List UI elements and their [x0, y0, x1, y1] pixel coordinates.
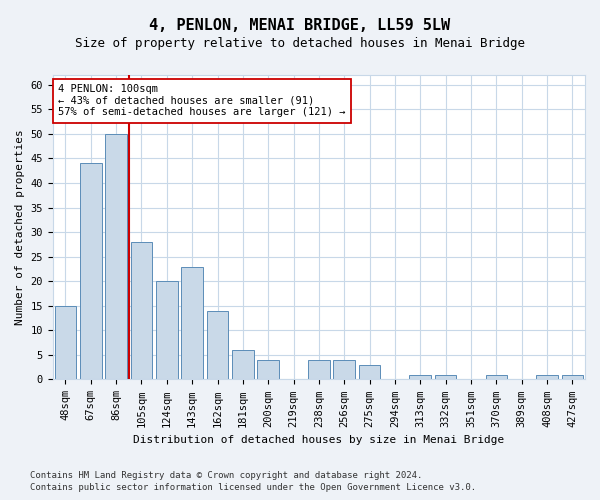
Bar	[181, 266, 203, 380]
Text: 4, PENLON, MENAI BRIDGE, LL59 5LW: 4, PENLON, MENAI BRIDGE, LL59 5LW	[149, 18, 451, 32]
Bar	[106, 134, 127, 380]
Bar	[485, 374, 507, 380]
Bar	[232, 350, 254, 380]
Text: Size of property relative to detached houses in Menai Bridge: Size of property relative to detached ho…	[75, 38, 525, 51]
Bar	[80, 164, 101, 380]
Bar	[308, 360, 329, 380]
X-axis label: Distribution of detached houses by size in Menai Bridge: Distribution of detached houses by size …	[133, 435, 505, 445]
Bar	[409, 374, 431, 380]
Text: Contains HM Land Registry data © Crown copyright and database right 2024.: Contains HM Land Registry data © Crown c…	[30, 471, 422, 480]
Bar	[156, 281, 178, 380]
Bar	[334, 360, 355, 380]
Bar	[435, 374, 457, 380]
Bar	[359, 364, 380, 380]
Text: Contains public sector information licensed under the Open Government Licence v3: Contains public sector information licen…	[30, 484, 476, 492]
Bar	[536, 374, 558, 380]
Bar	[562, 374, 583, 380]
Text: 4 PENLON: 100sqm
← 43% of detached houses are smaller (91)
57% of semi-detached : 4 PENLON: 100sqm ← 43% of detached house…	[58, 84, 346, 117]
Bar	[257, 360, 279, 380]
Bar	[55, 306, 76, 380]
Bar	[207, 310, 228, 380]
Y-axis label: Number of detached properties: Number of detached properties	[15, 130, 25, 325]
Bar	[131, 242, 152, 380]
